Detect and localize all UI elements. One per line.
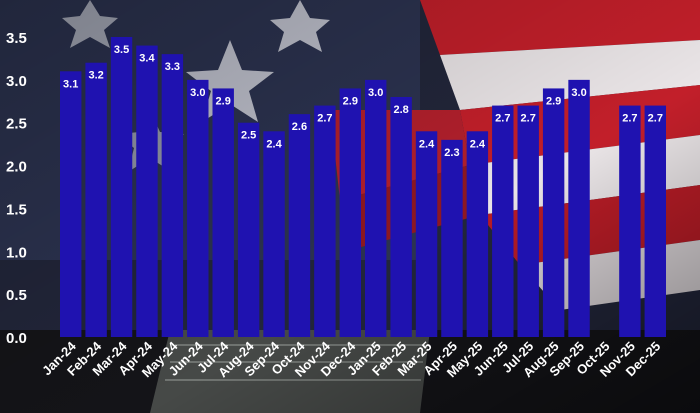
data-label: 2.9	[343, 95, 358, 107]
bar	[644, 105, 666, 337]
bar	[212, 88, 234, 337]
y-tick-label: 3.5	[6, 30, 27, 47]
bar	[365, 79, 387, 337]
y-tick-label: 0.5	[6, 287, 27, 304]
y-axis: 0.0 0.5 1.0 1.5 2.0 2.5 3.0 3.5	[6, 30, 27, 347]
bar	[60, 71, 82, 338]
bar	[619, 105, 641, 337]
y-tick-label: 0.0	[6, 330, 27, 347]
data-labels: 3.1 3.2 3.5 3.4 3.3 3.0 2.9 2.5 2.4 2.6 2.7 2.9 3.0 2…	[63, 44, 663, 159]
data-label: 2.9	[216, 95, 231, 107]
bar	[492, 105, 514, 337]
data-label: 2.4	[266, 138, 282, 150]
data-label: 3.4	[139, 53, 155, 65]
x-axis: Jan-24Feb-24Mar-24Apr-24May-24Jun-24Jul-…	[39, 338, 663, 380]
bar	[136, 45, 158, 337]
bar	[288, 114, 311, 338]
y-tick-label: 2.0	[6, 159, 27, 176]
data-label: 3.0	[368, 87, 383, 99]
bar	[568, 79, 590, 337]
data-label: 2.7	[521, 113, 536, 125]
data-label: 2.4	[419, 138, 435, 150]
data-label: 3.0	[190, 87, 205, 99]
y-tick-label: 2.5	[6, 116, 27, 133]
y-tick-label: 1.0	[6, 244, 27, 261]
data-label: 3.2	[88, 70, 103, 82]
bar	[339, 88, 361, 337]
data-label: 2.7	[622, 113, 637, 125]
bar	[161, 54, 184, 338]
data-label: 2.9	[546, 95, 561, 107]
bar	[466, 131, 489, 337]
bar	[110, 37, 133, 337]
data-label: 2.5	[241, 130, 256, 142]
data-label: 3.3	[165, 61, 180, 73]
data-label: 2.7	[317, 113, 332, 125]
data-label: 3.5	[114, 44, 129, 56]
bar	[314, 105, 336, 337]
y-tick-label: 3.0	[6, 73, 27, 90]
data-label: 2.4	[470, 138, 486, 150]
data-label: 2.7	[648, 113, 663, 125]
data-label: 3.1	[63, 78, 78, 90]
bar	[85, 62, 107, 337]
data-label: 3.0	[571, 87, 586, 99]
data-label: 2.8	[393, 104, 408, 116]
bar	[517, 105, 539, 337]
bar	[263, 131, 285, 337]
bar	[187, 79, 209, 337]
data-label: 2.6	[292, 121, 307, 133]
bar	[390, 97, 412, 337]
bars	[60, 37, 666, 338]
bar	[415, 131, 438, 337]
data-label: 2.3	[444, 147, 459, 159]
data-label: 2.7	[495, 113, 510, 125]
y-tick-label: 1.5	[6, 201, 27, 218]
bar	[237, 122, 260, 337]
bar	[441, 139, 463, 337]
bar	[542, 88, 565, 337]
